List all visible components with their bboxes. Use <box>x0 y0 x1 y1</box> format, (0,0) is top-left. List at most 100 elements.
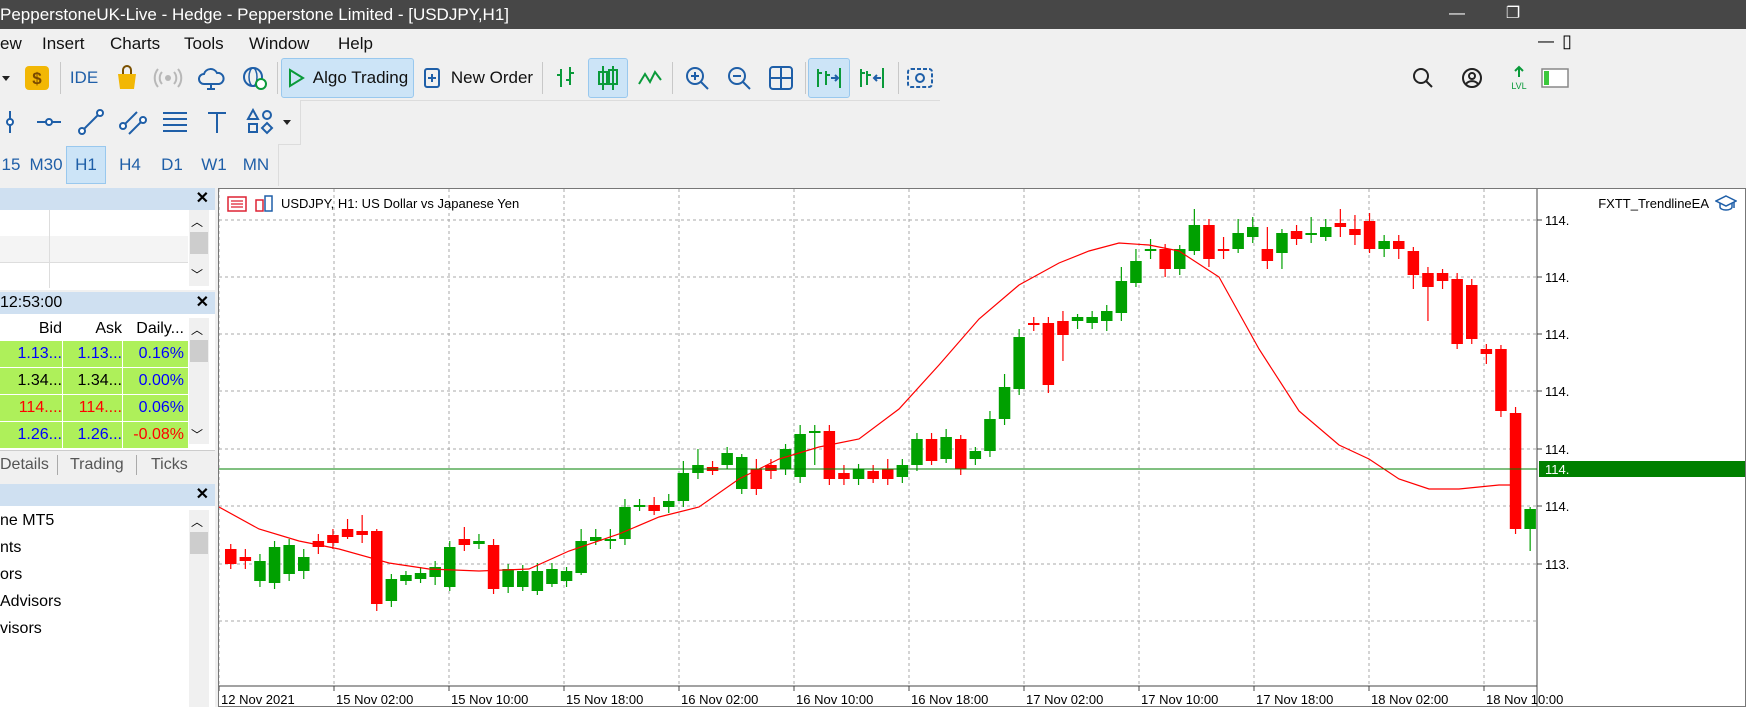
zoom-out-icon[interactable] <box>722 58 756 98</box>
nav-item-indicators[interactable]: ors <box>0 566 23 583</box>
scroll-down-icon[interactable]: ﹀ <box>191 268 204 282</box>
tab-ticks[interactable]: Ticks <box>151 456 188 473</box>
signals-icon[interactable] <box>152 58 184 98</box>
new-order-button[interactable]: New Order <box>420 58 536 98</box>
tf-d1[interactable]: D1 <box>161 155 183 174</box>
market-bag-icon[interactable] <box>112 58 142 98</box>
bearish-candle <box>1261 249 1274 261</box>
tile-windows-icon[interactable] <box>764 58 798 98</box>
menu-view[interactable]: ew <box>0 34 22 53</box>
time-axis-label: 15 Nov 18:00 <box>566 692 643 706</box>
shapes-dropdown-icon[interactable] <box>280 102 294 142</box>
autoscroll-icon[interactable] <box>808 58 850 98</box>
tf-h1[interactable]: H1 <box>66 146 106 184</box>
scroll-up-icon[interactable]: ︿ <box>191 215 204 229</box>
column-daily[interactable]: Daily... <box>136 320 184 337</box>
cloud-vps-icon[interactable] <box>196 58 226 98</box>
minimize-button[interactable]: — <box>1449 5 1465 22</box>
menu-insert[interactable]: Insert <box>42 34 85 53</box>
close-icon[interactable]: ✕ <box>195 294 209 311</box>
chart-window[interactable]: 114. 114. 114. 114. 114. 114. 113. 114. 12 Nov 2… <box>218 188 1746 707</box>
bearish-candle <box>327 535 339 543</box>
nav-item-advisors[interactable]: visors <box>0 620 42 637</box>
scroll-thumb[interactable] <box>190 532 208 554</box>
nav-item-accounts[interactable]: nts <box>0 539 22 556</box>
trendline-icon[interactable] <box>74 102 108 142</box>
menu-charts[interactable]: Charts <box>110 34 161 53</box>
nav-item-expert-advisors[interactable]: Advisors <box>0 593 62 610</box>
bullish-candle <box>1086 317 1098 323</box>
menu-window[interactable]: Window <box>249 34 310 53</box>
close-icon[interactable]: ✕ <box>195 486 209 503</box>
horizontal-line-icon[interactable] <box>32 102 66 142</box>
line-chart-icon[interactable] <box>634 58 666 98</box>
mdi-restore-icon[interactable]: ▯ <box>1562 31 1572 51</box>
navigator-panel: ✕ ne MT5 nts ors Advisors visors ︿ <box>0 484 215 707</box>
tab-trading[interactable]: Trading <box>70 456 124 473</box>
close-icon[interactable]: ✕ <box>195 190 209 207</box>
scroll-down-icon[interactable]: ﹀ <box>191 428 204 442</box>
bullish-candle <box>1247 227 1259 237</box>
market-watch-row[interactable]: 1.26... 1.26... -0.08% <box>0 422 188 449</box>
shapes-icon[interactable] <box>242 102 278 142</box>
column-bid[interactable]: Bid <box>38 320 62 337</box>
tf-mn[interactable]: MN <box>242 155 270 174</box>
top-panel-scrollbar[interactable]: ︿ ﹀ <box>189 210 209 286</box>
mdi-minimize-icon[interactable]: — <box>1538 33 1554 50</box>
expert-advisor-label[interactable]: FXTT_TrendlineEA <box>1598 196 1709 211</box>
tf-m30[interactable]: M30 <box>29 155 63 174</box>
tf-w1[interactable]: W1 <box>201 155 227 174</box>
globe-settings-icon[interactable] <box>240 58 270 98</box>
tab-details[interactable]: Details <box>0 456 49 473</box>
market-watch-row[interactable]: 1.34... 1.34... 0.00% <box>0 368 188 395</box>
zoom-in-icon[interactable] <box>680 58 714 98</box>
scroll-thumb[interactable] <box>190 232 208 254</box>
screenshot-icon[interactable] <box>902 58 938 98</box>
svg-text:LVL: LVL <box>1511 81 1526 91</box>
bid-value: 114.... <box>18 399 62 416</box>
scroll-up-icon[interactable]: ︿ <box>191 323 204 337</box>
bullish-candle <box>1144 249 1157 251</box>
scroll-thumb[interactable] <box>190 340 208 362</box>
market-watch-row[interactable]: 114.... 114.... 0.06% <box>0 395 188 422</box>
bearish-candle <box>648 505 660 511</box>
bullish-candle <box>1320 227 1332 237</box>
price-chart[interactable]: 114. 114. 114. 114. 114. 114. 113. 114. 12 Nov 2… <box>219 189 1745 706</box>
ide-button[interactable]: IDE <box>66 58 102 98</box>
algo-trading-button[interactable]: Algo Trading <box>281 58 414 98</box>
level-icon[interactable]: LVL <box>1502 58 1536 98</box>
bearish-candle <box>487 545 500 589</box>
bar-chart-icon[interactable] <box>550 58 582 98</box>
text-tool-icon[interactable] <box>200 102 234 142</box>
restore-button[interactable]: ❐ <box>1505 5 1521 22</box>
chart-bars-icon[interactable] <box>255 195 273 218</box>
bullish-candle <box>677 473 690 501</box>
account-icon[interactable] <box>1455 58 1489 98</box>
market-watch-row[interactable]: 1.13... 1.13... 0.16% <box>0 341 188 368</box>
bearish-candle <box>1451 279 1463 344</box>
tf-m15[interactable]: 15 <box>1 155 21 174</box>
vertical-line-icon[interactable] <box>0 102 20 142</box>
fibonacci-icon[interactable] <box>158 102 192 142</box>
channel-icon[interactable] <box>116 102 150 142</box>
bearish-candle <box>1349 229 1361 235</box>
dropdown-arrow-icon[interactable] <box>0 58 12 98</box>
bearish-candle <box>1334 223 1347 227</box>
time-axis-label: 18 Nov 02:00 <box>1371 692 1448 706</box>
search-icon[interactable] <box>1406 58 1440 98</box>
candlestick-chart-icon[interactable] <box>588 58 628 98</box>
dollar-icon[interactable]: $ <box>22 58 52 98</box>
menu-tools[interactable]: Tools <box>184 34 224 53</box>
chart-shift-icon[interactable] <box>854 58 890 98</box>
top-panel: ✕ ︿ ﹀ <box>0 188 215 290</box>
bullish-candle <box>590 537 602 541</box>
menu-help[interactable]: Help <box>338 34 373 53</box>
tf-h4[interactable]: H4 <box>119 155 141 174</box>
nav-item-account[interactable]: ne MT5 <box>0 512 55 529</box>
chart-list-icon[interactable] <box>227 196 247 217</box>
navigator-scrollbar[interactable]: ︿ <box>189 510 209 707</box>
bearish-candle <box>955 439 967 469</box>
column-ask[interactable]: Ask <box>95 320 122 337</box>
market-watch-scrollbar[interactable]: ︿ ﹀ <box>189 318 209 444</box>
scroll-up-icon[interactable]: ︿ <box>191 515 204 529</box>
